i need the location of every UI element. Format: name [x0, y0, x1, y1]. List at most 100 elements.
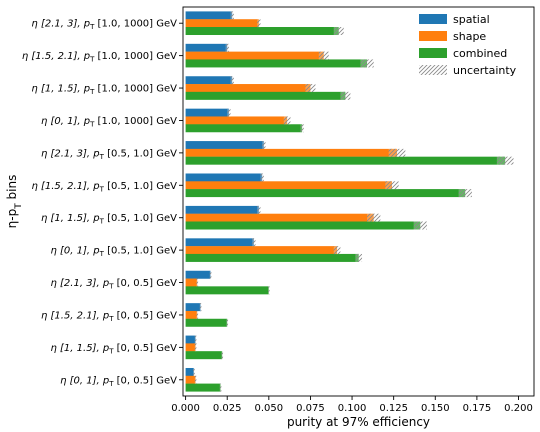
- bar-shape-7: [185, 246, 338, 255]
- uncertainty-shape-2: [305, 84, 316, 93]
- bar-combined-9: [185, 318, 228, 327]
- uncertainty-shape-5: [385, 181, 399, 190]
- y-axis: η [2.1, 3], pT [1.0, 1000] GeV η [1.5, 2.…: [22, 19, 183, 388]
- x-tick-label: 0.025: [213, 403, 242, 414]
- uncertainty-combined-5: [458, 189, 472, 198]
- uncertainty-combined-4: [496, 156, 514, 165]
- uncertainty-layer: [193, 11, 514, 392]
- uncertainty-spatial-4: [262, 141, 266, 150]
- bar-shape-2: [185, 84, 311, 93]
- bar-combined-6: [185, 221, 421, 230]
- uncertainty-spatial-1: [225, 43, 229, 52]
- uncertainty-combined-0: [333, 27, 344, 36]
- bar-shape-0: [185, 19, 259, 28]
- bar-spatial-3: [185, 108, 229, 117]
- bar-spatial-2: [185, 76, 233, 85]
- bar-combined-1: [185, 59, 368, 68]
- uncertainty-spatial-2: [230, 76, 234, 85]
- x-tick-label: 0.050: [255, 403, 284, 414]
- legend-swatch-shape: [419, 31, 447, 41]
- legend-label-combined: combined: [453, 47, 507, 60]
- bar-shape-11: [185, 375, 196, 384]
- legend-label-uncertainty: uncertainty: [453, 64, 517, 77]
- bar-combined-5: [185, 189, 466, 198]
- y-tick-label: η [0, 1], pT [0, 0.5] GeV: [60, 375, 177, 388]
- bar-spatial-10: [185, 335, 196, 344]
- bar-shape-4: [185, 148, 397, 157]
- uncertainty-shape-8: [196, 278, 199, 287]
- uncertainty-spatial-11: [193, 367, 195, 376]
- y-tick-label: η [0, 1], pT [1.0, 1000] GeV: [41, 116, 177, 129]
- uncertainty-shape-10: [194, 343, 197, 352]
- bar-spatial-11: [185, 367, 194, 376]
- uncertainty-shape-0: [257, 19, 261, 28]
- y-tick-label: η [1, 1.5], pT [1.0, 1000] GeV: [31, 84, 177, 97]
- bar-shape-1: [185, 51, 324, 60]
- bar-spatial-6: [185, 205, 259, 214]
- y-tick-label: η [1, 1.5], pT [0, 0.5] GeV: [51, 343, 178, 356]
- bar-spatial-1: [185, 43, 228, 52]
- uncertainty-spatial-3: [227, 108, 231, 117]
- legend: spatial shape combined uncertainty: [419, 13, 517, 77]
- y-tick-label: η [2.1, 3], pT [0.5, 1.0] GeV: [41, 148, 177, 161]
- bar-spatial-8: [185, 270, 211, 279]
- uncertainty-combined-9: [226, 318, 229, 327]
- bar-combined-7: [185, 253, 359, 262]
- y-tick-label: η [0, 1], pT [0.5, 1.0] GeV: [51, 246, 178, 259]
- x-tick-label: 0.000: [171, 403, 200, 414]
- x-tick-label: 0.075: [296, 403, 325, 414]
- y-tick-label: η [2.1, 3], pT [0, 0.5] GeV: [51, 278, 178, 291]
- y-tick-label: η [1.5, 2.1], pT [0, 0.5] GeV: [41, 310, 177, 323]
- x-tick-label: 0.125: [379, 403, 408, 414]
- bar-spatial-5: [185, 173, 263, 182]
- bar-combined-0: [185, 27, 339, 36]
- y-tick-label: η [1, 1.5], pT [0.5, 1.0] GeV: [41, 213, 177, 226]
- bar-spatial-4: [185, 141, 264, 150]
- y-tick-label: η [1.5, 2.1], pT [0.5, 1.0] GeV: [31, 181, 177, 194]
- uncertainty-combined-6: [413, 221, 427, 230]
- x-axis: 0.000 0.025 0.050 0.075 0.100 0.125 0.150 0.175…: [171, 396, 533, 414]
- uncertainty-combined-8: [267, 286, 270, 295]
- bar-combined-10: [185, 351, 223, 360]
- uncertainty-spatial-5: [260, 173, 264, 182]
- uncertainty-combined-7: [355, 253, 363, 262]
- uncertainty-shape-3: [283, 116, 291, 125]
- bar-shape-3: [185, 116, 288, 125]
- bar-combined-11: [185, 383, 221, 392]
- bar-shape-5: [185, 181, 392, 190]
- x-tick-label: 0.100: [338, 403, 367, 414]
- legend-label-spatial: spatial: [453, 13, 490, 26]
- uncertainty-combined-1: [360, 59, 374, 68]
- legend-swatch-uncertainty: [419, 65, 447, 75]
- y-axis-label: η-pT bins: [5, 175, 24, 229]
- legend-label-shape: shape: [453, 30, 486, 43]
- uncertainty-combined-3: [300, 124, 304, 133]
- x-axis-label: purity at 97% efficiency: [287, 415, 430, 429]
- uncertainty-shape-6: [367, 213, 381, 222]
- uncertainty-shape-4: [388, 148, 406, 157]
- bar-shape-6: [185, 213, 374, 222]
- bar-spatial-0: [185, 11, 233, 20]
- uncertainty-spatial-6: [257, 205, 261, 214]
- y-tick-label: η [2.1, 3], pT [1.0, 1000] GeV: [31, 19, 177, 32]
- uncertainty-shape-1: [318, 51, 329, 60]
- bar-shape-8: [185, 278, 198, 287]
- legend-swatch-combined: [419, 48, 447, 58]
- bar-spatial-9: [185, 303, 201, 312]
- bar-combined-3: [185, 124, 303, 133]
- uncertainty-combined-11: [219, 383, 222, 392]
- bar-combined-2: [185, 91, 346, 100]
- uncertainty-spatial-10: [194, 335, 197, 344]
- uncertainty-shape-11: [194, 375, 197, 384]
- x-tick-label: 0.150: [421, 403, 450, 414]
- plot-frame: [182, 6, 535, 397]
- uncertainty-spatial-7: [252, 238, 256, 247]
- uncertainty-combined-10: [221, 351, 224, 360]
- uncertainty-shape-9: [196, 310, 199, 319]
- bar-combined-4: [185, 156, 506, 165]
- uncertainty-shape-7: [333, 246, 341, 255]
- legend-swatch-spatial: [419, 14, 447, 24]
- x-tick-label: 0.175: [463, 403, 492, 414]
- bar-shape-10: [185, 343, 196, 352]
